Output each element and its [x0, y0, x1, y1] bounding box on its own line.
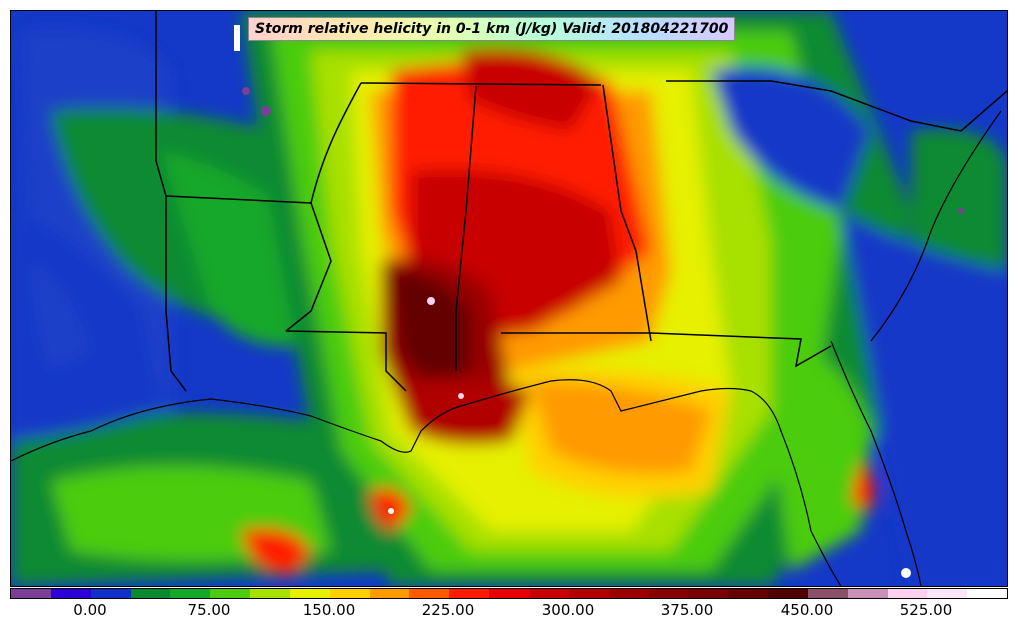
colorbar-swatch: [927, 589, 968, 598]
helicity-speckles: [234, 25, 964, 578]
colorbar-swatch: [329, 589, 370, 598]
colorbar-swatch: [807, 589, 848, 598]
colorbar-swatch: [768, 589, 808, 598]
colorbar-swatch: [369, 589, 410, 598]
helicity-field: [11, 11, 1007, 586]
colorbar-swatch: [489, 589, 529, 598]
colorbar-tick-label: 225.00: [421, 601, 475, 619]
colorbar-swatch: [688, 589, 729, 598]
colorbar-swatch: [648, 589, 689, 598]
state-boundaries: [155, 11, 1007, 392]
colorbar-tick-label: 0.00: [73, 601, 107, 619]
colorbar-swatch: [967, 589, 1008, 598]
colorbar: [10, 588, 1008, 599]
map-panel: Storm relative helicity in 0-1 km (J/kg)…: [10, 10, 1008, 587]
colorbar-swatch: [409, 589, 450, 598]
colorbar-ticks: 0.00 75.00 150.00 225.00 300.00 375.00 450.00 5…: [10, 601, 1008, 631]
colorbar-swatch: [289, 589, 330, 598]
colorbar-swatch: [50, 589, 91, 598]
colorbar-tick-label: 75.00: [187, 601, 231, 619]
colorbar-swatch: [887, 589, 928, 598]
colorbar-tick-label: 300.00: [541, 601, 595, 619]
map-title: Storm relative helicity in 0-1 km (J/kg)…: [248, 17, 736, 41]
colorbar-swatch: [90, 589, 131, 598]
colorbar-tick-label: 375.00: [660, 601, 714, 619]
colorbar-swatch: [130, 589, 171, 598]
colorbar-swatch: [11, 589, 51, 598]
colorbar-swatch: [608, 589, 649, 598]
colorbar-tick-label: 150.00: [302, 601, 356, 619]
colorbar-swatch: [528, 589, 569, 598]
coastline: [11, 110, 1002, 586]
helicity-map: [11, 11, 1007, 586]
colorbar-swatch: [250, 589, 290, 598]
colorbar-swatch: [847, 589, 888, 598]
colorbar-tick-label: 525.00: [899, 601, 953, 619]
colorbar-tick-label: 450.00: [780, 601, 834, 619]
colorbar-swatch: [568, 589, 609, 598]
texas-oklahoma-border: [155, 11, 167, 311]
colorbar-swatch: [449, 589, 490, 598]
colorbar-swatch: [210, 589, 251, 598]
colorbar-swatch: [170, 589, 211, 598]
colorbar-swatch: [728, 589, 769, 598]
